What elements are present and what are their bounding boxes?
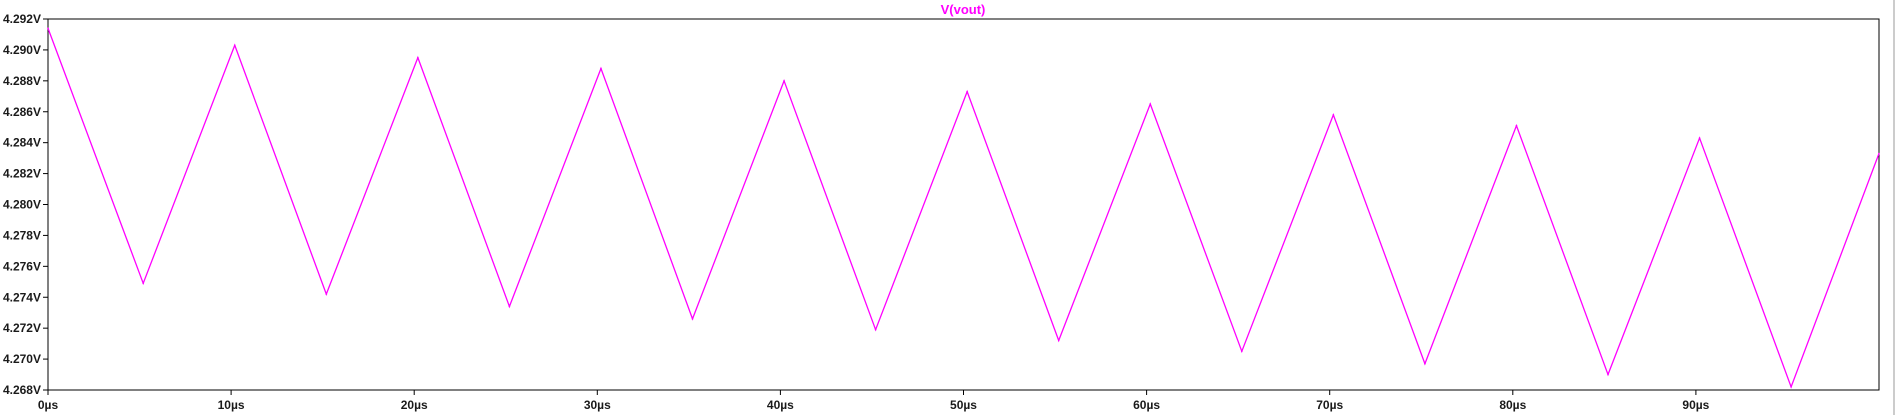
series-point — [966, 90, 968, 93]
y-tick-label: 4.286V — [3, 105, 41, 119]
series-point — [1607, 373, 1609, 376]
series-point — [600, 67, 602, 70]
x-tick-label: 40µs — [767, 398, 794, 412]
y-tick-label: 4.270V — [3, 352, 41, 366]
series-point — [1332, 114, 1335, 116]
y-axis: 4.268V 4.270V 4.272V 4.274V 4.276V 4.278V 4.28… — [3, 12, 48, 397]
series-point — [1149, 103, 1152, 105]
y-tick-label: 4.276V — [3, 259, 41, 273]
plot-frame — [47, 18, 1880, 391]
series-point — [325, 293, 328, 295]
x-tick-label: 90µs — [1682, 398, 1709, 412]
x-tick-label: 20µs — [401, 398, 428, 412]
series-point — [1515, 124, 1518, 127]
series-point — [417, 56, 419, 59]
y-tick-label: 4.288V — [3, 74, 41, 88]
y-tick-label: 4.292V — [3, 12, 41, 26]
x-tick-label: 0µs — [38, 398, 59, 412]
series-point — [1698, 137, 1701, 139]
x-tick-label: 50µs — [950, 398, 977, 412]
series-layer — [47, 27, 1880, 389]
x-tick-label: 80µs — [1499, 398, 1526, 412]
x-tick-label: 70µs — [1316, 398, 1343, 412]
series-point — [783, 80, 785, 82]
series-point — [1878, 152, 1880, 155]
y-tick-label: 4.284V — [3, 136, 41, 150]
y-tick-label: 4.290V — [3, 43, 41, 57]
trace-title[interactable]: V(vout) — [941, 2, 986, 17]
series-point — [1057, 339, 1060, 342]
series-point — [508, 305, 511, 308]
y-tick-label: 4.272V — [3, 321, 41, 335]
x-axis: 0µs 10µs 20µs 30µs 40µs 50µs 60µs 70µs 80µs 90µs — [38, 390, 1710, 412]
y-tick-label: 4.274V — [3, 290, 41, 304]
y-tick-label: 4.268V — [3, 383, 41, 397]
series-point — [47, 27, 49, 30]
y-tick-label: 4.280V — [3, 198, 41, 212]
x-tick-label: 10µs — [218, 398, 245, 412]
series-point — [1241, 350, 1243, 353]
series-point — [691, 318, 694, 320]
x-tick-label: 30µs — [584, 398, 611, 412]
series-point — [142, 282, 145, 285]
series-point — [874, 328, 877, 331]
series-point — [1790, 386, 1792, 388]
series-point — [233, 44, 236, 47]
y-tick-label: 4.278V — [3, 228, 41, 242]
series-point — [1424, 362, 1426, 365]
y-tick-label: 4.282V — [3, 167, 41, 181]
x-tick-label: 60µs — [1133, 398, 1160, 412]
